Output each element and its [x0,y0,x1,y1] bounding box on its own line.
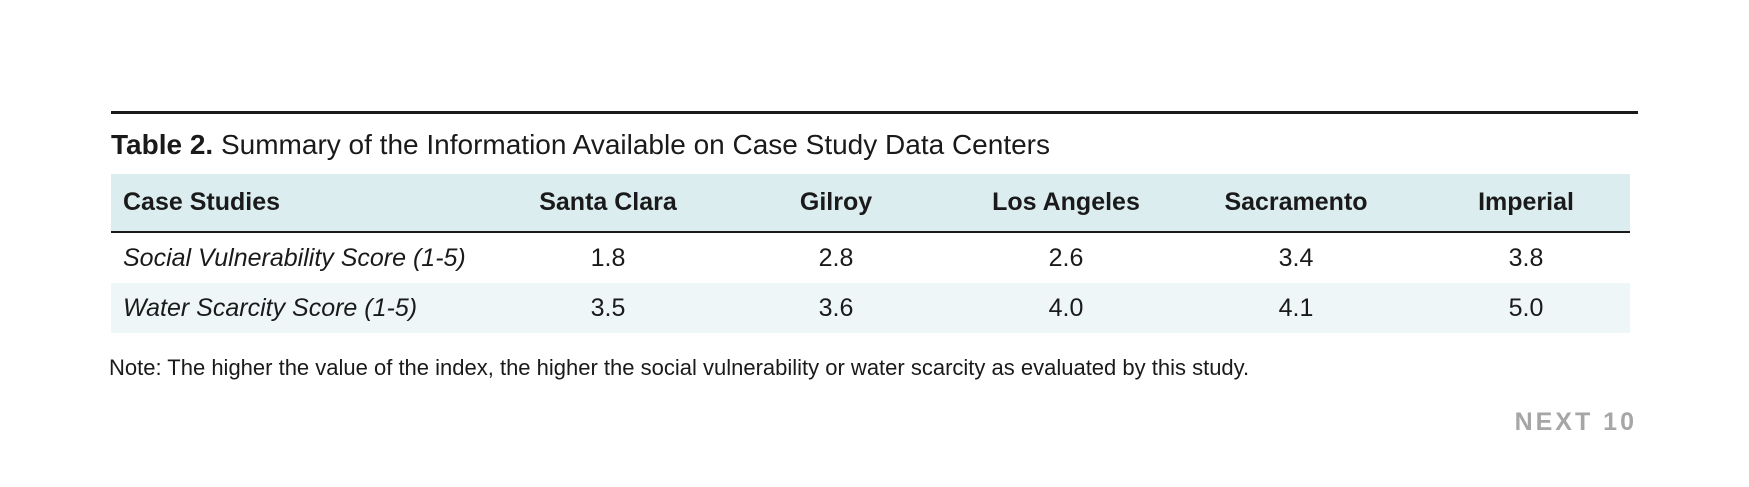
table-cell: 5.0 [1508,293,1544,322]
header-case-studies: Case Studies [111,174,506,233]
header-gilroy: Gilroy [710,174,962,233]
table-cell: 3.8 [1508,243,1544,272]
table-cell: 4.1 [1278,293,1314,322]
table-note: Note: The higher the value of the index,… [109,355,1250,380]
header-sacramento: Sacramento [1170,174,1422,233]
summary-table-container: Case Studies Santa Clara Gilroy Los Ange… [111,174,1630,333]
table-cell: 2.6 [1048,243,1084,272]
table-cell: 3.6 [818,293,854,322]
table-row-water-scarcity: Water Scarcity Score (1-5) 3.5 3.6 4.0 4… [111,283,1630,333]
brand-logo: NEXT 10 [1514,408,1637,436]
table-row-social-vulnerability: Social Vulnerability Score (1-5) 1.8 2.8… [111,232,1630,283]
table-caption-label: Table 2. [111,129,214,160]
summary-table: Case Studies Santa Clara Gilroy Los Ange… [111,174,1630,333]
header-los-angeles: Los Angeles [962,174,1170,233]
table-cell: 4.0 [1048,293,1084,322]
table-cell: 2.8 [818,243,854,272]
table-header-row: Case Studies Santa Clara Gilroy Los Ange… [111,174,1630,233]
row-label: Social Vulnerability Score (1-5) [123,243,466,272]
header-imperial: Imperial [1422,174,1630,233]
table-cell: 3.4 [1278,243,1314,272]
top-rule [111,111,1638,114]
table-caption: Table 2. Summary of the Information Avai… [111,128,1050,162]
row-label: Water Scarcity Score (1-5) [123,293,418,322]
table-caption-title: Summary of the Information Available on … [220,129,1050,160]
table-cell: 3.5 [590,293,626,322]
table-cell: 1.8 [590,243,626,272]
header-santa-clara: Santa Clara [506,174,710,233]
